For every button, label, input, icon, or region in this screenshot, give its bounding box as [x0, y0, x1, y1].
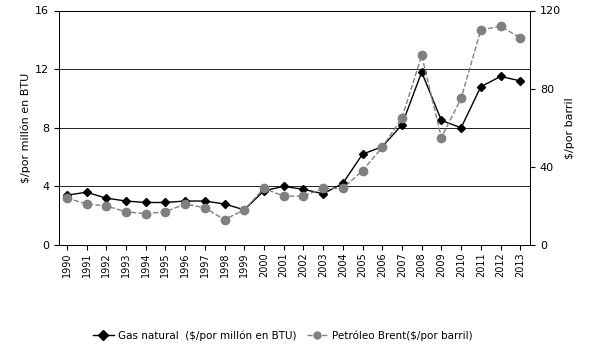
Legend: Gas natural  ($/por millón en BTU), Petróleo Brent($/por barril): Gas natural ($/por millón en BTU), Petró…	[89, 326, 477, 345]
Y-axis label: $/por barril: $/por barril	[565, 97, 575, 159]
Y-axis label: $/por millón en BTU: $/por millón en BTU	[21, 73, 31, 183]
